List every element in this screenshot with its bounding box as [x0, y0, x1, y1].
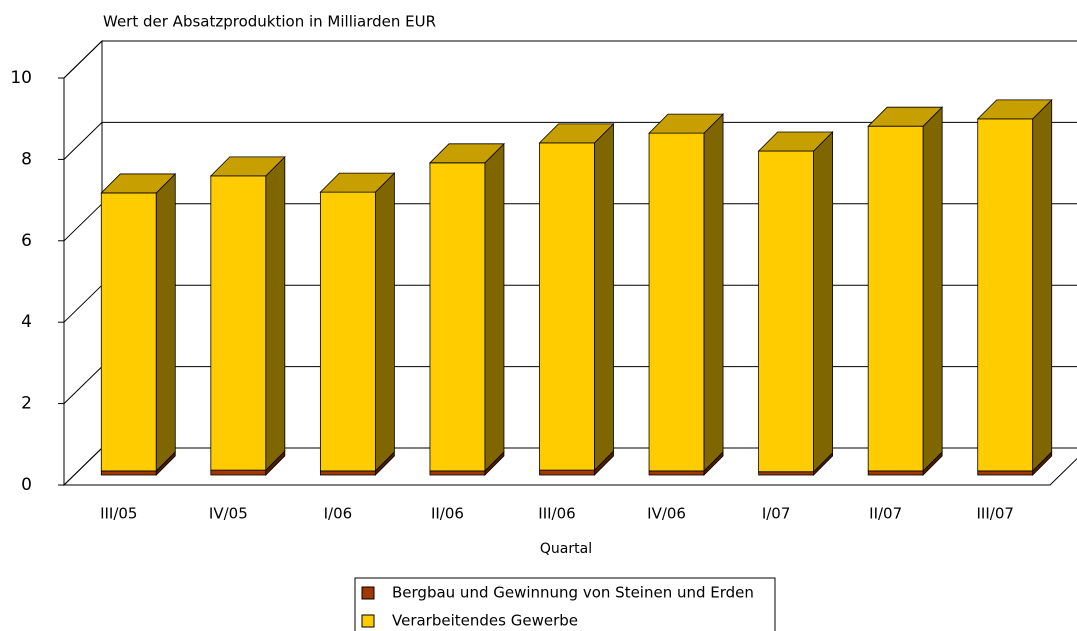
bar-front: [648, 132, 705, 472]
y-tick-label: 6: [21, 231, 32, 251]
bar-side: [594, 122, 614, 472]
y-tick-label: 10: [10, 68, 32, 88]
bar-front: [210, 469, 267, 476]
grid-line: [63, 40, 103, 79]
chart-title: Wert der Absatzproduktion in Milliarden …: [103, 13, 436, 31]
y-tick-label: 2: [21, 394, 32, 414]
grid-line: [63, 366, 103, 404]
legend-label: Verarbeitendes Gewerbe: [392, 612, 578, 630]
bar-side: [813, 131, 834, 473]
bar-side: [703, 113, 724, 472]
x-tick-label: II/06: [431, 505, 464, 523]
x-tick-label: III/07: [977, 505, 1014, 523]
grid-line: [63, 447, 103, 486]
x-tick-label: IV/05: [209, 505, 248, 523]
bar-front: [539, 142, 595, 471]
bar-top: [648, 113, 725, 134]
left-wall: [63, 39, 103, 487]
x-tick-label: III/05: [100, 505, 137, 523]
grid-line: [63, 203, 103, 242]
bar-top: [757, 131, 834, 152]
bar-front: [210, 175, 267, 471]
bar-top: [976, 99, 1053, 120]
legend-swatch: [361, 614, 375, 628]
bar-top: [319, 172, 396, 193]
bar-front: [977, 118, 1034, 472]
bar-front: [100, 192, 157, 472]
bar-side: [155, 172, 176, 472]
grid-line: [63, 284, 103, 323]
x-axis-label: Quartal: [540, 541, 592, 557]
bar-front: [429, 162, 486, 472]
bar-front: [539, 469, 595, 476]
bar-side: [484, 142, 505, 472]
bar-side: [265, 155, 286, 472]
x-tick-label: IV/06: [647, 505, 686, 523]
legend-box: [354, 577, 776, 631]
bar-front: [867, 125, 924, 472]
bar-top: [538, 123, 615, 144]
x-tick-label: III/06: [538, 505, 575, 523]
bar-front: [977, 470, 1034, 476]
y-tick-label: 8: [21, 149, 32, 169]
legend-swatch: [361, 586, 375, 600]
legend-label: Bergbau und Gewinnung von Steinen und Er…: [392, 584, 754, 602]
bar-side: [1032, 98, 1053, 472]
bar-front: [648, 470, 705, 476]
bar-front: [758, 150, 815, 473]
grid-line: [63, 122, 103, 160]
bar-top: [867, 106, 944, 127]
x-tick-label: I/06: [324, 505, 353, 523]
x-tick-label: I/07: [762, 505, 791, 523]
bar-front: [429, 470, 486, 476]
bar-side: [374, 172, 395, 472]
bar-front: [319, 191, 376, 472]
y-tick-label: 0: [21, 475, 32, 495]
bar-side: [922, 106, 943, 472]
x-tick-label: II/07: [869, 505, 902, 523]
bar-front: [867, 470, 924, 476]
floor: [64, 458, 1077, 486]
bar-front: [100, 470, 157, 476]
bar-front: [319, 470, 376, 476]
bar-top: [100, 173, 177, 194]
y-tick-label: 4: [21, 312, 32, 332]
bar-top: [428, 143, 505, 164]
bar-front: [758, 471, 815, 476]
bar-top: [209, 156, 286, 177]
